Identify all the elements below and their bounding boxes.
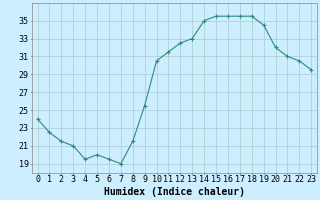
X-axis label: Humidex (Indice chaleur): Humidex (Indice chaleur) <box>104 187 245 197</box>
